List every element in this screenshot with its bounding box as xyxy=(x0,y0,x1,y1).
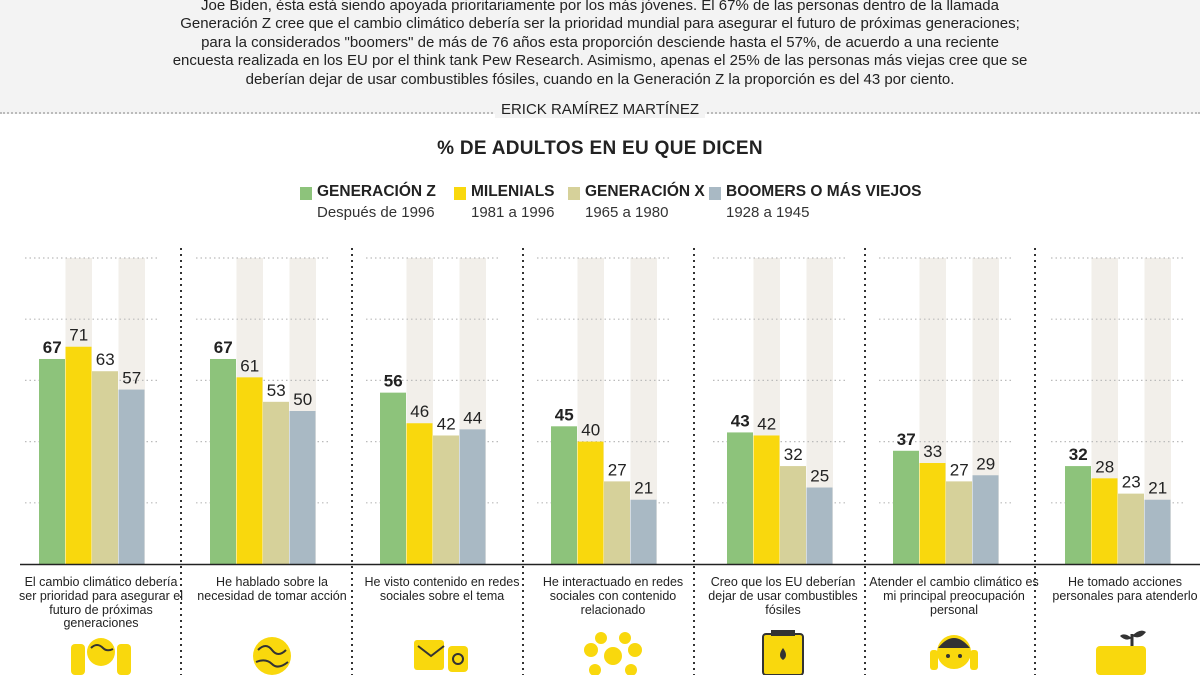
data-label: 43 xyxy=(731,411,750,430)
data-label: 21 xyxy=(1148,479,1167,498)
category-label: He hablado sobre la necesidad de tomar a… xyxy=(197,575,347,603)
data-label: 71 xyxy=(69,326,88,345)
bar xyxy=(1144,499,1171,564)
data-label: 56 xyxy=(384,372,403,391)
bar xyxy=(406,423,433,564)
legend-swatch xyxy=(568,187,580,200)
bar xyxy=(1065,466,1091,564)
bar xyxy=(577,441,604,564)
legend-years: 1965 a 1980 xyxy=(585,204,669,221)
bar xyxy=(630,499,657,564)
bar xyxy=(1091,478,1118,564)
data-label: 28 xyxy=(1095,457,1114,476)
data-label: 67 xyxy=(43,338,62,357)
legend-name: BOOMERS O MÁS VIEJOS xyxy=(726,183,922,200)
data-label: 42 xyxy=(437,414,456,433)
bar xyxy=(551,426,577,564)
bar xyxy=(39,358,65,564)
data-label: 29 xyxy=(976,454,995,473)
bar xyxy=(433,435,459,564)
bar xyxy=(604,481,630,564)
legend-name: MILENIALS xyxy=(471,183,555,200)
category-label: He interactuado en redes sociales con co… xyxy=(542,575,684,617)
data-label: 67 xyxy=(214,338,233,357)
data-label: 21 xyxy=(634,479,653,498)
legend-years: 1928 a 1945 xyxy=(726,204,810,221)
fuel-barrel-icon xyxy=(762,630,804,675)
category-label: Creo que los EU deberían dejar de usar c… xyxy=(708,575,858,617)
data-label: 44 xyxy=(463,408,482,427)
data-label: 25 xyxy=(810,467,829,486)
data-label: 27 xyxy=(608,460,627,479)
data-label: 42 xyxy=(757,414,776,433)
bar xyxy=(946,481,972,564)
data-label: 27 xyxy=(950,460,969,479)
bar xyxy=(92,371,118,564)
legend-name: GENERACIÓN Z xyxy=(317,183,436,200)
bar xyxy=(780,466,806,564)
bar xyxy=(919,463,946,564)
legend-years: 1981 a 1996 xyxy=(471,204,555,221)
chart-title: % DE ADULTOS EN EU QUE DICEN xyxy=(437,138,763,159)
bar xyxy=(893,450,919,564)
data-label: 32 xyxy=(1069,445,1088,464)
intro-text: Joe Biden, ésta está siendo apoyada prio… xyxy=(172,0,1028,88)
bar xyxy=(972,475,999,564)
legend-swatch xyxy=(300,187,312,200)
plant-hand-icon xyxy=(1096,630,1146,675)
data-label: 32 xyxy=(784,445,803,464)
author-byline: ERICK RAMÍREZ MARTÍNEZ xyxy=(0,101,1200,118)
category-label: Atender el cambio climático es mi princi… xyxy=(869,575,1039,617)
hands-globe-icon xyxy=(71,638,131,675)
data-label: 50 xyxy=(293,390,312,409)
category-label: He tomado acciones personales para atend… xyxy=(1052,575,1198,603)
data-label: 37 xyxy=(897,430,916,449)
worried-person-icon xyxy=(930,635,978,670)
globe-speech-icon xyxy=(253,637,291,675)
data-label: 46 xyxy=(410,402,429,421)
bar xyxy=(118,389,145,564)
bar xyxy=(236,377,263,564)
data-label: 63 xyxy=(96,350,115,369)
legend-swatch xyxy=(454,187,466,200)
legend-swatch xyxy=(709,187,721,200)
bar xyxy=(727,432,753,564)
intro-panel: Joe Biden, ésta está siendo apoyada prio… xyxy=(0,0,1200,114)
category-label: He visto contenido en redes sociales sob… xyxy=(364,575,520,603)
bar xyxy=(1118,493,1144,564)
data-label: 53 xyxy=(267,381,286,400)
bar xyxy=(380,392,406,564)
bar xyxy=(289,411,316,564)
social-media-devices-icon xyxy=(414,640,468,672)
bar xyxy=(65,346,92,564)
bar xyxy=(263,401,289,564)
network-people-icon xyxy=(584,632,642,675)
data-label: 45 xyxy=(555,405,574,424)
legend-name: GENERACIÓN X xyxy=(585,183,705,200)
data-label: 40 xyxy=(581,421,600,440)
category-label: El cambio climático debería ser priorida… xyxy=(19,575,183,631)
bar xyxy=(459,429,486,564)
legend-years: Después de 1996 xyxy=(317,204,435,221)
data-label: 61 xyxy=(240,356,259,375)
bar xyxy=(210,358,236,564)
data-label: 33 xyxy=(923,442,942,461)
bar xyxy=(806,487,833,564)
data-label: 23 xyxy=(1122,473,1141,492)
data-label: 57 xyxy=(122,369,141,388)
author-name: ERICK RAMÍREZ MARTÍNEZ xyxy=(494,101,706,118)
bar xyxy=(753,435,780,564)
